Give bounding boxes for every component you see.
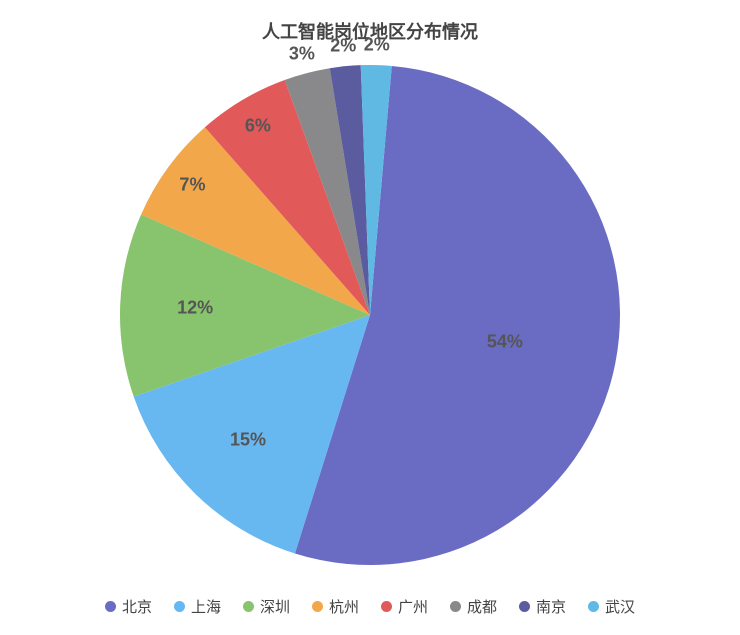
slice-label: 2%	[364, 35, 390, 56]
legend-item: 成都	[450, 596, 497, 617]
pie-chart-container: 人工智能岗位地区分布情况 54%15%12%7%6%3%2%2% 北京上海深圳杭…	[0, 0, 740, 635]
legend-item: 武汉	[588, 596, 635, 617]
legend: 北京 上海 深圳 杭州 广州 成都 南京 武汉	[0, 596, 740, 617]
legend-item: 上海	[174, 596, 221, 617]
legend-swatch	[381, 601, 392, 612]
legend-swatch	[312, 601, 323, 612]
legend-item: 南京	[519, 596, 566, 617]
slice-label: 7%	[179, 175, 205, 196]
slice-label: 3%	[289, 43, 315, 64]
legend-swatch	[519, 601, 530, 612]
legend-item: 广州	[381, 596, 428, 617]
legend-item: 杭州	[312, 596, 359, 617]
legend-label: 武汉	[605, 596, 635, 617]
legend-swatch	[174, 601, 185, 612]
legend-swatch	[450, 601, 461, 612]
legend-label: 成都	[467, 596, 497, 617]
slice-label: 2%	[330, 36, 356, 57]
legend-item: 深圳	[243, 596, 290, 617]
legend-label: 南京	[536, 596, 566, 617]
slice-label: 54%	[487, 331, 523, 352]
legend-label: 上海	[191, 596, 221, 617]
legend-label: 北京	[122, 596, 152, 617]
legend-label: 广州	[398, 596, 428, 617]
legend-label: 深圳	[260, 596, 290, 617]
legend-swatch	[105, 601, 116, 612]
legend-item: 北京	[105, 596, 152, 617]
legend-label: 杭州	[329, 596, 359, 617]
legend-swatch	[243, 601, 254, 612]
pie-chart: 54%15%12%7%6%3%2%2%	[120, 65, 620, 565]
slice-label: 12%	[177, 297, 213, 318]
legend-swatch	[588, 601, 599, 612]
slice-label: 15%	[230, 430, 266, 451]
slice-label: 6%	[245, 115, 271, 136]
